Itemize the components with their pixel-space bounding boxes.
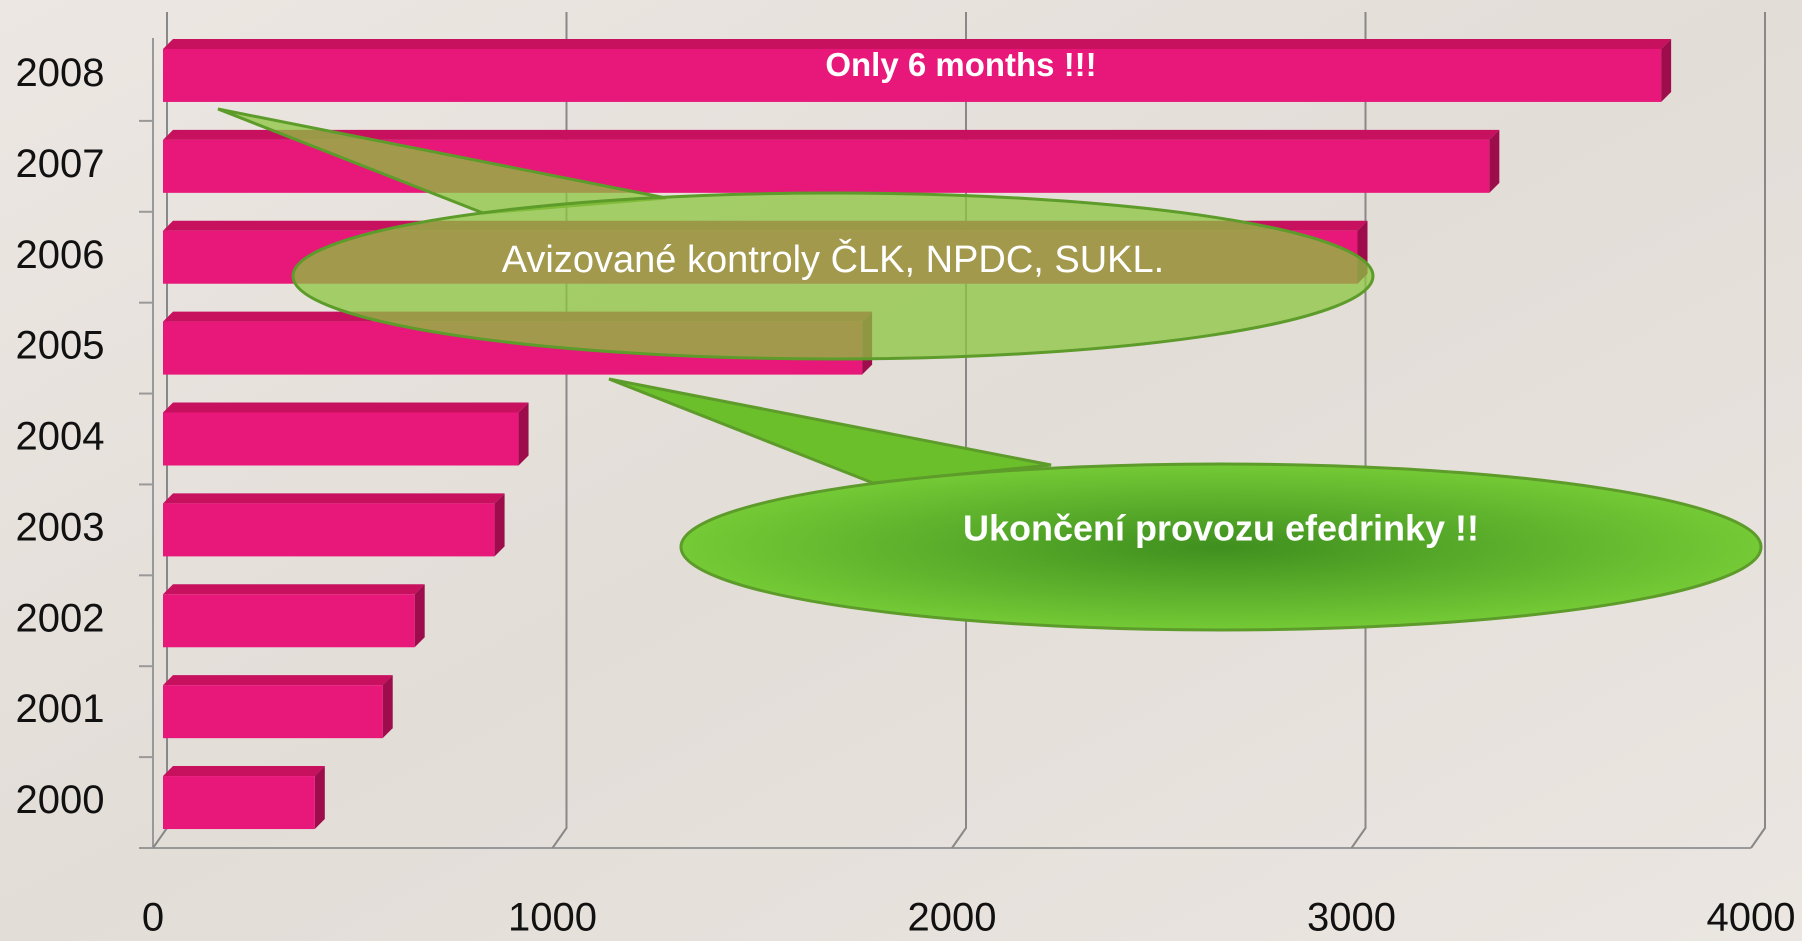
grid-line [1750,12,1766,849]
y-tick-label: 2005 [16,324,105,368]
bar-side [518,402,529,466]
bar [163,594,415,648]
annotation: Avizované kontroly ČLK, NPDC, SUKL. [502,237,1164,281]
bar-side [494,493,505,557]
bar-side [414,584,425,648]
callout-bubble [679,462,1763,632]
x-tick-label: 2000 [908,896,997,940]
x-tick-label: 1000 [508,896,597,940]
bar-top [163,584,425,595]
y-tick-label: 2003 [16,505,105,549]
y-tick-label: 2006 [16,233,105,277]
bar-top [163,38,1672,49]
bar-side [382,675,393,739]
bar [163,776,315,830]
bar [163,503,495,557]
bar [163,412,519,466]
callout-1: Avizované kontroly ČLK, NPDC, SUKL. [217,107,1375,361]
bar-top [163,402,529,413]
annotation: Ukončení provozu efedrinky !! [963,508,1479,549]
y-tick-label: 2004 [16,415,105,459]
y-tick-label: 2001 [16,687,105,731]
y-tick-label: 2008 [16,51,105,95]
bar-side [314,766,325,830]
bar-top [163,675,393,686]
bar-top [163,129,1500,140]
y-tick-label: 2002 [16,596,105,640]
bar-side [1489,129,1500,193]
bar-top [163,493,505,504]
x-tick-label: 4000 [1707,896,1796,940]
x-tick-label: 3000 [1307,896,1396,940]
callout-2: Ukončení provozu efedrinky !! [608,377,1763,632]
x-tick-label: 0 [142,896,164,940]
y-tick-label: 2007 [16,142,105,186]
callout-bubble [291,191,1375,361]
bar [163,685,383,739]
bar-top [163,766,325,777]
bar-side [1661,38,1672,102]
y-tick-label: 2000 [16,778,105,822]
annotation: Only 6 months !!! [825,46,1096,83]
bar [163,48,1662,102]
